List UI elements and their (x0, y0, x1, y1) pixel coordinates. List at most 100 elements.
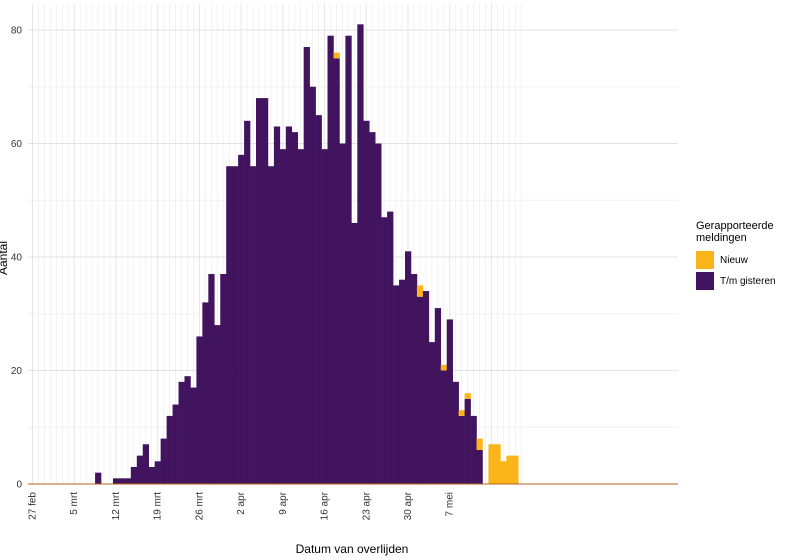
legend: Gerapporteerde meldingen Nieuw T/m giste… (696, 220, 776, 292)
bar-nieuw (464, 393, 471, 399)
bar-tm-gisteren (250, 166, 257, 484)
bar-tm-gisteren (428, 342, 436, 484)
bar-tm-gisteren (440, 370, 448, 484)
bar-tm-gisteren (196, 336, 203, 484)
bar-tm-gisteren (452, 381, 459, 484)
x-tick-label: 26 mrt (194, 492, 205, 521)
bar-tm-gisteren (232, 166, 239, 484)
legend-swatch-nieuw (696, 251, 714, 269)
x-tick-label: 9 apr (278, 491, 289, 514)
x-tick-label: 16 apr (320, 491, 331, 520)
y-axis-title: Aantal (0, 241, 10, 275)
bar-tm-gisteren (369, 132, 376, 484)
bars (95, 24, 519, 485)
bar-tm-gisteren (363, 120, 370, 485)
legend-title: Gerapporteerde meldingen (696, 220, 776, 244)
bar-tm-gisteren (184, 376, 191, 484)
x-axis-ticks: 27 feb 5 mrt 12 mrt 19 mrt 26 mrt 2 apr 9 apr 1… (28, 491, 456, 520)
bar-tm-gisteren (405, 251, 412, 484)
bar-tm-gisteren (285, 126, 293, 484)
bar-tm-gisteren (130, 466, 138, 484)
bar-tm-gisteren (172, 404, 179, 484)
bar-tm-gisteren (393, 285, 400, 484)
x-axis-title: Datum van overlijden (296, 542, 409, 556)
bar-tm-gisteren (220, 274, 227, 484)
bar-tm-gisteren (434, 308, 442, 484)
y-tick-label: 20 (11, 366, 23, 377)
bar-nieuw (333, 52, 340, 59)
bar-tm-gisteren (267, 166, 275, 484)
bar-tm-gisteren (375, 143, 382, 484)
bar-tm-gisteren (95, 472, 102, 484)
bar-tm-gisteren (422, 291, 430, 484)
bar-tm-gisteren (166, 415, 173, 484)
y-tick-label: 60 (11, 139, 23, 150)
bar-tm-gisteren (333, 58, 340, 484)
bar-tm-gisteren (297, 149, 304, 485)
x-tick-label: 23 apr (361, 491, 372, 520)
bar-tm-gisteren (327, 35, 334, 485)
bar-tm-gisteren (399, 279, 406, 484)
bar-tm-gisteren (410, 274, 418, 484)
x-tick-label: 27 feb (28, 492, 39, 520)
legend-title-line-1: Gerapporteerde (696, 220, 774, 232)
bar-tm-gisteren (178, 381, 185, 484)
bar-nieuw (440, 364, 448, 371)
legend-swatch-tm-gisteren (696, 272, 714, 290)
bar-tm-gisteren (357, 24, 364, 484)
bar-tm-gisteren (351, 222, 358, 484)
x-tick-label: 7 mei (445, 492, 456, 516)
bar-tm-gisteren (160, 438, 167, 484)
bar-tm-gisteren (226, 166, 233, 484)
x-tick-label: 19 mrt (153, 492, 164, 521)
bar-tm-gisteren (256, 98, 263, 484)
y-tick-label: 0 (16, 480, 22, 491)
x-tick-label: 2 apr (236, 491, 247, 514)
bar-nieuw (506, 455, 513, 484)
bar-nieuw (500, 461, 507, 484)
bar-nieuw (494, 444, 501, 484)
bar-tm-gisteren (124, 478, 132, 484)
bar-tm-gisteren (387, 211, 394, 484)
bar-tm-gisteren (315, 115, 322, 484)
bar-tm-gisteren (381, 217, 388, 484)
bar-tm-gisteren (303, 47, 310, 485)
bar-tm-gisteren (309, 86, 316, 484)
bar-tm-gisteren (190, 387, 197, 484)
y-tick-label: 80 (11, 26, 23, 37)
bar-tm-gisteren (458, 415, 465, 484)
x-tick-label: 5 mrt (69, 492, 80, 515)
bar-tm-gisteren (476, 449, 483, 484)
bar-tm-gisteren (291, 132, 299, 484)
bar-nieuw (488, 444, 495, 484)
bar-tm-gisteren (208, 274, 215, 484)
x-tick-label: 12 mrt (111, 492, 122, 521)
bar-tm-gisteren (136, 455, 144, 484)
bar-tm-gisteren (470, 415, 477, 484)
x-tick-label: 30 apr (403, 491, 414, 520)
bar-tm-gisteren (238, 154, 245, 484)
bar-tm-gisteren (464, 398, 471, 484)
bar-tm-gisteren (112, 478, 120, 484)
legend-title-line-2: meldingen (696, 232, 747, 244)
bar-nieuw (416, 285, 424, 297)
bar-tm-gisteren (261, 98, 269, 484)
legend-label-nieuw: Nieuw (720, 254, 748, 266)
legend-item-nieuw: Nieuw (696, 250, 776, 270)
bar-nieuw (476, 438, 483, 450)
bar-nieuw (458, 410, 465, 416)
bar-tm-gisteren (279, 149, 287, 485)
bar-tm-gisteren (345, 35, 352, 485)
bar-tm-gisteren (214, 325, 221, 484)
y-tick-label: 40 (11, 253, 23, 264)
bar-tm-gisteren (339, 143, 346, 484)
bar-tm-gisteren (148, 466, 155, 484)
bar-tm-gisteren (154, 461, 161, 484)
legend-label-tm-gisteren: T/m gisteren (720, 275, 776, 287)
bar-tm-gisteren (446, 319, 453, 484)
legend-item-tm-gisteren: T/m gisteren (696, 271, 776, 291)
bar-nieuw (512, 455, 519, 484)
bar-tm-gisteren (118, 478, 126, 484)
bar-tm-gisteren (273, 126, 281, 484)
